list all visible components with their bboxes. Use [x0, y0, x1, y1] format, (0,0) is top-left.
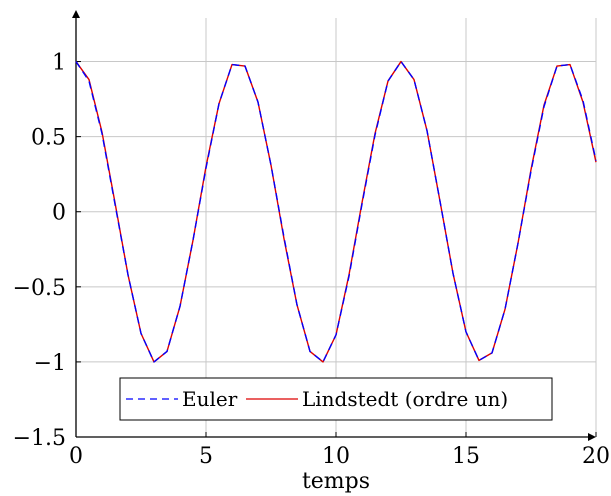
legend-label-euler: Euler	[182, 387, 238, 411]
series-line-euler	[75, 60, 597, 363]
x-tick-label: 15	[452, 444, 480, 469]
x-tick-label: 20	[582, 444, 610, 469]
x-tick-label: 5	[199, 444, 213, 469]
grid	[75, 18, 597, 438]
x-axis-title: temps	[302, 469, 370, 494]
axes	[72, 10, 596, 441]
y-tick-label: 0	[52, 201, 66, 226]
series	[75, 60, 597, 363]
y-tick-label: 1	[52, 51, 66, 76]
y-tick-label: 0.5	[31, 126, 66, 151]
legend-label-lindstedt: Lindstedt (ordre un)	[302, 387, 508, 411]
x-axis-arrow	[588, 433, 596, 441]
x-tick-label: 10	[322, 444, 350, 469]
x-tick-label: 0	[69, 444, 83, 469]
y-tick-label: −0.5	[13, 276, 66, 301]
y-tick-labels: −1.5 −1 −0.5 0 0.5 1	[13, 51, 66, 451]
legend-box	[119, 377, 553, 421]
y-tick-label: −1	[34, 351, 66, 376]
y-axis-arrow	[72, 10, 80, 18]
legend: Euler Lindstedt (ordre un)	[119, 377, 553, 421]
y-tick-label: −1.5	[13, 426, 66, 451]
x-tick-labels: 0 5 10 15 20	[69, 444, 610, 469]
